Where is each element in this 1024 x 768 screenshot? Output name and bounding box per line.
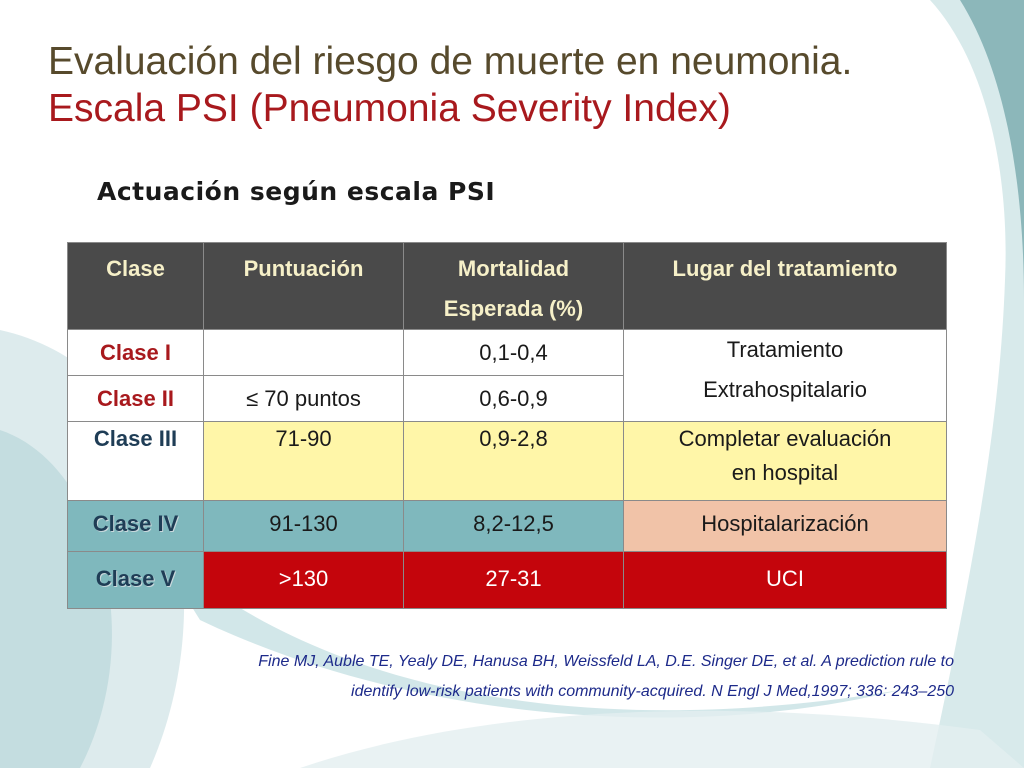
psi-table: Clase Puntuación Mortalidad Esperada (%)…: [67, 242, 947, 609]
section-subtitle: Actuación según escala PSI: [97, 177, 496, 206]
header-clase: Clase: [67, 242, 204, 330]
table-row: Clase IV 91-130 8,2-12,5 Hospitalarizaci…: [67, 500, 947, 552]
reference-line-1: Fine MJ, Auble TE, Yealy DE, Hanusa BH, …: [258, 653, 954, 670]
cell-puntuacion: 91-130: [203, 500, 404, 552]
table-row: Clase I 0,1-0,4 Tratamiento Extrahospita…: [67, 329, 947, 422]
cell-lugar: UCI: [623, 551, 947, 609]
header-mortalidad-line-1: Mortalidad: [457, 256, 570, 281]
table-header-row: Clase Puntuación Mortalidad Esperada (%)…: [67, 242, 947, 330]
cell-clase: Clase II: [67, 375, 204, 422]
cell-clase: Clase V: [67, 551, 204, 609]
cell-lugar-line-1: Completar evaluación: [678, 426, 892, 451]
cell-clase: Clase I: [67, 329, 204, 376]
cell-lugar-line-2: Extrahospitalario: [703, 377, 867, 402]
table-row: Clase III 71-90 0,9-2,8 Completar evalua…: [67, 421, 947, 501]
title-line-2: Escala PSI (Pneumonia Severity Index): [48, 87, 731, 130]
cell-puntuacion: ≤ 70 puntos: [203, 375, 404, 422]
header-mortalidad: Mortalidad Esperada (%): [403, 242, 624, 330]
cell-mortalidad: 0,1-0,4: [403, 329, 624, 376]
slide-title: Evaluación del riesgo de muerte en neumo…: [48, 38, 852, 132]
table-row: Clase V >130 27-31 UCI: [67, 551, 947, 609]
cell-mortalidad: 0,6-0,9: [403, 375, 624, 422]
reference-citation: Fine MJ, Auble TE, Yealy DE, Hanusa BH, …: [54, 647, 954, 707]
cell-lugar-merged: Tratamiento Extrahospitalario: [623, 329, 947, 422]
cell-mortalidad: 27-31: [403, 551, 624, 609]
title-line-1: Evaluación del riesgo de muerte en neumo…: [48, 40, 853, 83]
cell-mortalidad: 8,2-12,5: [403, 500, 624, 552]
reference-line-2: identify low-risk patients with communit…: [351, 683, 954, 700]
cell-puntuacion: >130: [203, 551, 404, 609]
cell-lugar: Hospitalarización: [623, 500, 947, 552]
cell-clase: Clase IV: [67, 500, 204, 552]
header-puntuacion: Puntuación: [203, 242, 404, 330]
cell-lugar-line-1: Tratamiento: [726, 337, 844, 362]
table-row: Clase II ≤ 70 puntos 0,6-0,9: [67, 375, 947, 422]
cell-lugar-line-2: en hospital: [731, 460, 839, 485]
cell-mortalidad: 0,9-2,8: [403, 421, 624, 501]
cell-lugar: Completar evaluación en hospital: [623, 421, 947, 501]
header-lugar: Lugar del tratamiento: [623, 242, 947, 330]
cell-puntuacion: 71-90: [203, 421, 404, 501]
cell-puntuacion: [203, 329, 404, 376]
header-mortalidad-line-2: Esperada (%): [443, 296, 584, 321]
cell-clase: Clase III: [67, 421, 204, 501]
